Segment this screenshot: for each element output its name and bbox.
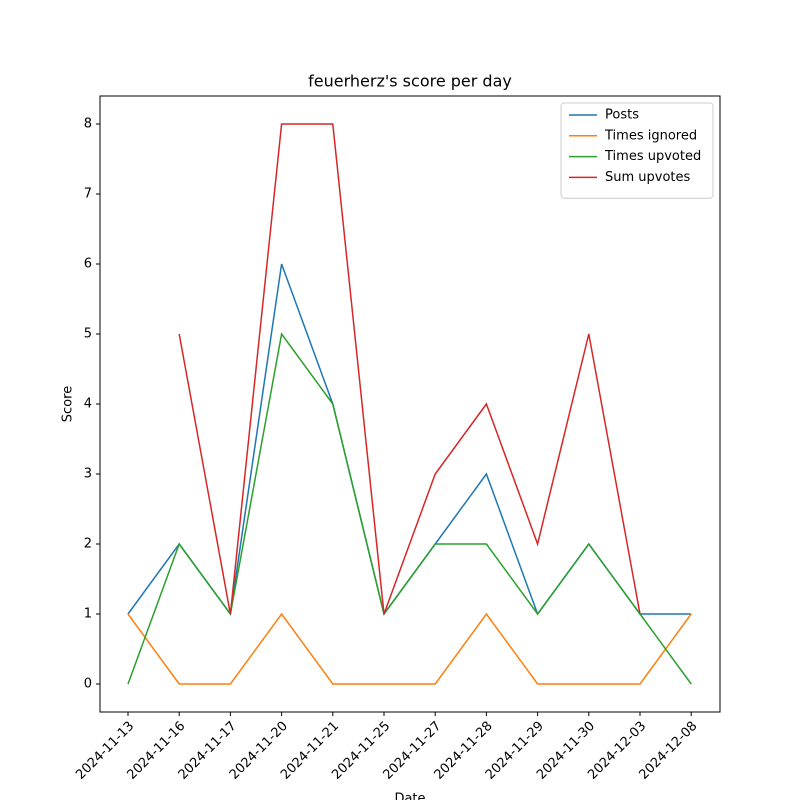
legend-label: Times ignored <box>604 128 697 143</box>
y-tick-label: 6 <box>84 257 92 272</box>
y-tick-label: 1 <box>84 607 92 622</box>
series-line <box>127 332 692 685</box>
legend-label: Posts <box>605 108 639 123</box>
legend-label: Sum upvotes <box>605 170 691 185</box>
chart-title: feuerherz's score per day <box>308 72 512 91</box>
y-tick-label: 8 <box>84 117 92 132</box>
y-tick-label: 3 <box>84 467 92 482</box>
y-tick-label: 0 <box>84 677 92 692</box>
legend-label: Times upvoted <box>604 149 701 164</box>
y-tick-label: 7 <box>84 187 92 202</box>
series-line <box>178 123 641 615</box>
y-tick-label: 2 <box>84 537 92 552</box>
y-tick-label: 4 <box>84 397 92 412</box>
y-axis-label: Score <box>61 386 76 422</box>
x-axis-label: Date <box>394 792 425 800</box>
y-tick-label: 5 <box>84 327 92 342</box>
series-line <box>127 612 692 685</box>
legend-box <box>560 102 714 199</box>
